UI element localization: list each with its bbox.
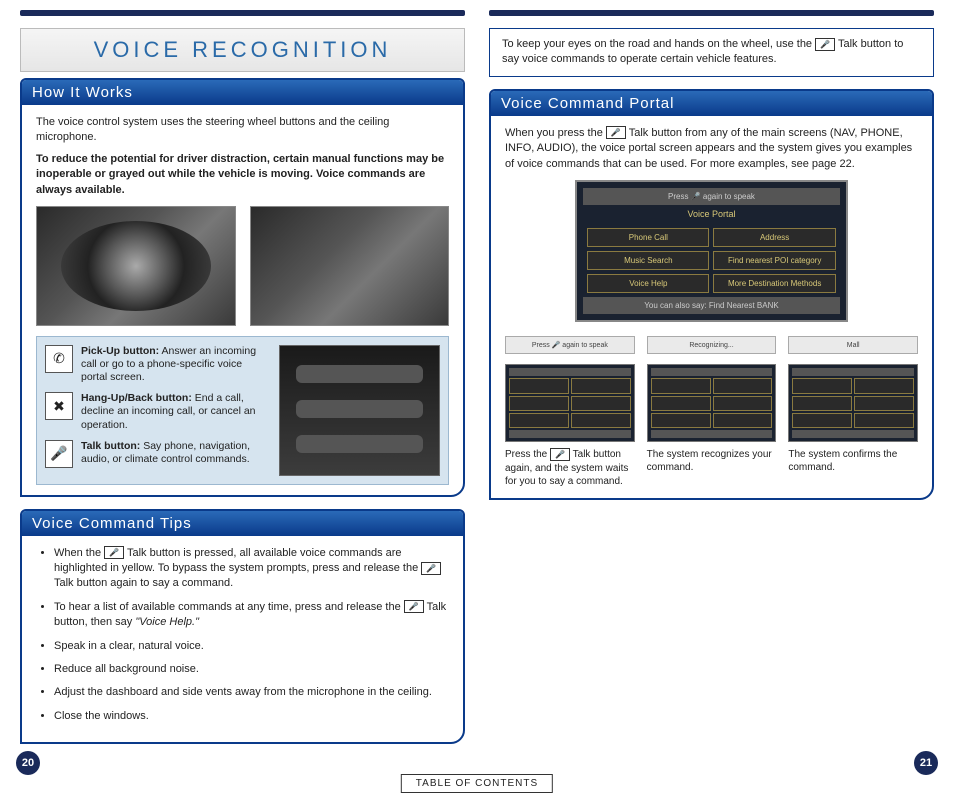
screen-header: Press 🎤 again to speak bbox=[583, 188, 840, 205]
portal-btn: Address bbox=[713, 228, 835, 247]
callout-hangup: ✖ Hang-Up/Back button: End a call, decli… bbox=[45, 392, 267, 431]
page-number-right: 21 bbox=[914, 751, 938, 775]
voice-portal-screen: Press 🎤 again to speak Voice Portal Phon… bbox=[575, 180, 848, 323]
step-caption: The system recognizes your command. bbox=[647, 448, 777, 474]
tip-item: To hear a list of available commands at … bbox=[54, 600, 449, 631]
portal-btn: Voice Help bbox=[587, 274, 709, 293]
section-heading: How It Works bbox=[22, 80, 463, 105]
portal-btn: More Destination Methods bbox=[713, 274, 835, 293]
tip-item: Close the windows. bbox=[54, 709, 449, 724]
mini-header: Mall bbox=[788, 336, 918, 354]
step-col-2: Recognizing... The system recognizes you… bbox=[647, 336, 777, 487]
steering-wheel-photo bbox=[36, 206, 236, 326]
talk-inline-icon: 🎤 bbox=[606, 126, 626, 139]
page-number-left: 20 bbox=[16, 751, 40, 775]
screen-footer: You can also say: Find Nearest BANK bbox=[583, 297, 840, 314]
talk-inline-icon: 🎤 bbox=[421, 562, 441, 575]
button-callout-box: ✆ Pick-Up button: Answer an incoming cal… bbox=[36, 336, 449, 485]
talk-inline-icon: 🎤 bbox=[550, 448, 570, 461]
page-spread: VOICE RECOGNITION How It Works The voice… bbox=[0, 0, 954, 796]
callout-talk: 🎤 Talk button: Say phone, navigation, au… bbox=[45, 440, 267, 468]
intro-box: To keep your eyes on the road and hands … bbox=[489, 28, 934, 77]
section-body: When you press the 🎤 Talk button from an… bbox=[491, 116, 932, 498]
section-heading: Voice Command Tips bbox=[22, 511, 463, 536]
pickup-icon: ✆ bbox=[45, 345, 73, 373]
ceiling-mic-photo bbox=[250, 206, 450, 326]
tip-item: Speak in a clear, natural voice. bbox=[54, 639, 449, 654]
main-title-bar: VOICE RECOGNITION bbox=[20, 28, 465, 72]
portal-btn: Music Search bbox=[587, 251, 709, 270]
step-col-1: Press 🎤 again to speak Press the 🎤 Talk … bbox=[505, 336, 635, 487]
tips-list: When the 🎤 Talk button is pressed, all a… bbox=[36, 546, 449, 725]
portal-intro: When you press the 🎤 Talk button from an… bbox=[505, 126, 918, 172]
warning-text: To reduce the potential for driver distr… bbox=[36, 152, 449, 198]
talk-inline-icon: 🎤 bbox=[815, 38, 835, 51]
mini-header: Recognizing... bbox=[647, 336, 777, 354]
photo-row bbox=[36, 206, 449, 326]
step-columns: Press 🎤 again to speak Press the 🎤 Talk … bbox=[505, 336, 918, 487]
talk-icon: 🎤 bbox=[45, 440, 73, 468]
top-rule-left bbox=[20, 10, 465, 16]
hangup-icon: ✖ bbox=[45, 392, 73, 420]
mini-screen bbox=[788, 364, 918, 442]
screen-title: Voice Portal bbox=[583, 205, 840, 224]
right-page: To keep your eyes on the road and hands … bbox=[489, 10, 934, 756]
portal-btn: Phone Call bbox=[587, 228, 709, 247]
section-body: The voice control system uses the steeri… bbox=[22, 105, 463, 495]
screen-buttons: Phone Call Address Music Search Find nea… bbox=[583, 224, 840, 298]
tip-item: Adjust the dashboard and side vents away… bbox=[54, 685, 449, 700]
top-rule-right bbox=[489, 10, 934, 16]
section-voice-tips: Voice Command Tips When the 🎤 Talk butto… bbox=[20, 509, 465, 745]
tip-item: Reduce all background noise. bbox=[54, 662, 449, 677]
section-how-it-works: How It Works The voice control system us… bbox=[20, 78, 465, 497]
step-caption: Press the 🎤 Talk button again, and the s… bbox=[505, 448, 635, 487]
intro-text: The voice control system uses the steeri… bbox=[36, 115, 449, 146]
tip-item: When the 🎤 Talk button is pressed, all a… bbox=[54, 546, 449, 592]
steering-buttons-photo bbox=[279, 345, 440, 476]
callout-text-col: ✆ Pick-Up button: Answer an incoming cal… bbox=[45, 345, 267, 476]
mini-screen bbox=[505, 364, 635, 442]
section-voice-portal: Voice Command Portal When you press the … bbox=[489, 89, 934, 500]
step-caption: The system confirms the command. bbox=[788, 448, 918, 474]
talk-inline-icon: 🎤 bbox=[404, 600, 424, 613]
mini-screen bbox=[647, 364, 777, 442]
section-body: When the 🎤 Talk button is pressed, all a… bbox=[22, 536, 463, 743]
mini-header: Press 🎤 again to speak bbox=[505, 336, 635, 354]
left-page: VOICE RECOGNITION How It Works The voice… bbox=[20, 10, 465, 756]
callout-pickup: ✆ Pick-Up button: Answer an incoming cal… bbox=[45, 345, 267, 384]
page-title: VOICE RECOGNITION bbox=[29, 37, 456, 63]
portal-btn: Find nearest POI category bbox=[713, 251, 835, 270]
table-of-contents-link[interactable]: TABLE OF CONTENTS bbox=[401, 774, 553, 793]
talk-inline-icon: 🎤 bbox=[104, 546, 124, 559]
section-heading: Voice Command Portal bbox=[491, 91, 932, 116]
step-col-3: Mall The system confirms the command. bbox=[788, 336, 918, 487]
